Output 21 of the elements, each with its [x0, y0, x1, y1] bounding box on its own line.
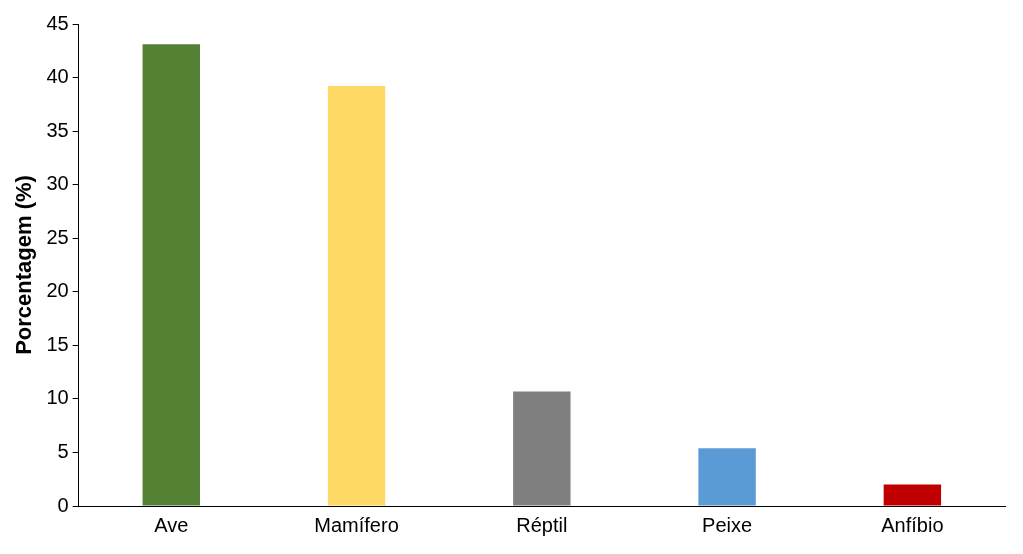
y-tick-label: 45	[46, 11, 69, 34]
bar	[883, 484, 942, 506]
y-tick-label: 30	[46, 172, 69, 195]
y-tick-label: 0	[57, 493, 69, 516]
x-tick-label: Ave	[154, 513, 189, 536]
y-tick-label: 25	[46, 225, 69, 248]
x-tick-label: Réptil	[516, 513, 568, 536]
x-tick-label: Mamífero	[314, 513, 399, 536]
y-tick-label: 5	[57, 439, 69, 462]
x-tick-label: Peixe	[702, 513, 753, 536]
y-tick-label: 20	[46, 279, 69, 302]
bar	[142, 44, 200, 506]
y-tick-label: 35	[46, 118, 69, 141]
bar	[513, 391, 571, 506]
bar	[698, 448, 756, 506]
y-tick-label: 10	[46, 386, 69, 409]
y-tick-label: 40	[46, 65, 69, 88]
y-tick-label: 15	[46, 332, 69, 355]
y-axis-title: Porcentagem (%)	[11, 175, 37, 355]
x-tick-label: Anfíbio	[881, 513, 944, 536]
bar	[327, 86, 386, 506]
